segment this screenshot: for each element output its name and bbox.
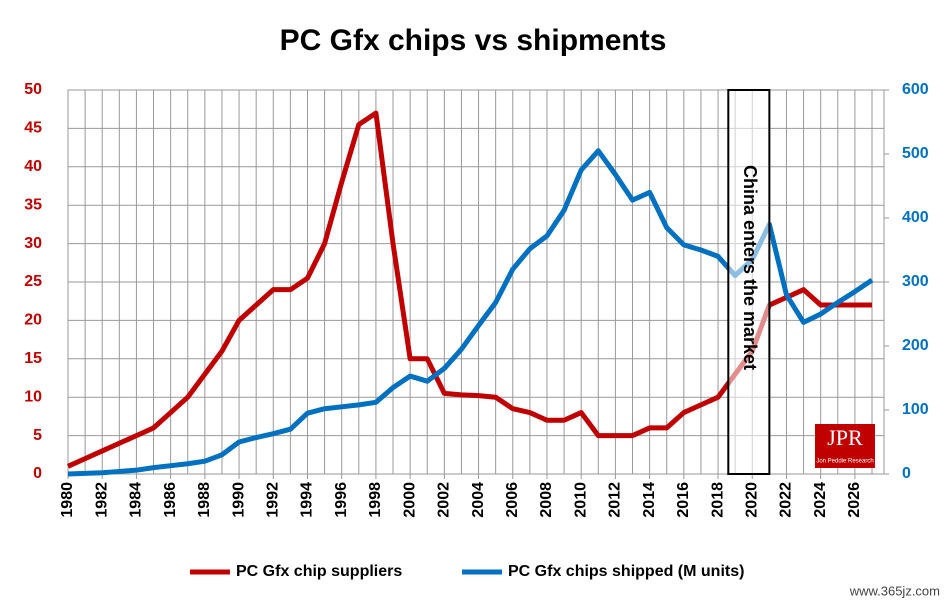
x-tick-label: 1996: [333, 482, 350, 518]
x-tick-label: 2022: [778, 482, 795, 518]
x-tick-label: 1980: [59, 482, 76, 518]
x-tick-label: 2008: [538, 482, 555, 518]
y-tick-label: 30: [24, 235, 42, 252]
y-tick-label: 5: [33, 427, 42, 444]
y2-tick-label: 400: [902, 209, 929, 226]
x-tick-label: 1984: [128, 482, 145, 518]
logo-box: [815, 424, 875, 468]
y-tick-label: 40: [24, 158, 42, 175]
x-tick-label: 1988: [196, 482, 213, 518]
x-tick-label: 1986: [162, 482, 179, 518]
x-tick-label: 2024: [812, 482, 829, 518]
x-tick-label: 2002: [436, 482, 453, 518]
x-tick-label: 1998: [367, 482, 384, 518]
y2-tick-label: 600: [902, 81, 929, 98]
x-tick-label: 1994: [299, 482, 316, 518]
logo-caption: Jon Peddie Research: [816, 459, 873, 465]
x-tick-label: 2010: [572, 482, 589, 518]
x-tick-label: 2018: [709, 482, 726, 518]
x-tick-label: 1982: [93, 482, 110, 518]
x-tick-label: 2006: [504, 482, 521, 518]
y-tick-label: 25: [24, 273, 42, 290]
x-tick-label: 2014: [641, 482, 658, 518]
x-tick-label: 2004: [470, 482, 487, 518]
y2-tick-label: 300: [902, 273, 929, 290]
annotation: China enters the market: [740, 165, 760, 370]
watermark: www.365jz.com: [849, 583, 940, 598]
y-tick-label: 0: [33, 465, 42, 482]
y-tick-label: 35: [24, 196, 42, 213]
x-tick-label: 1992: [264, 482, 281, 518]
y2-tick-label: 0: [902, 465, 911, 482]
x-tick-label: 2000: [401, 482, 418, 518]
y-tick-label: 10: [24, 388, 42, 405]
legend-label: PC Gfx chips shipped (M units): [508, 563, 744, 580]
x-tick-label: 2012: [607, 482, 624, 518]
x-tick-label: 1990: [230, 482, 247, 518]
legend-label: PC Gfx chip suppliers: [236, 563, 402, 580]
x-tick-label: 2026: [846, 482, 863, 518]
x-tick-label: 2020: [743, 482, 760, 518]
y2-tick-label: 100: [902, 401, 929, 418]
y-tick-label: 45: [24, 120, 42, 137]
y-tick-label: 15: [24, 350, 42, 367]
highlight-box: [727, 89, 771, 475]
chart-title: PC Gfx chips vs shipments: [280, 24, 667, 57]
x-tick-label: 2016: [675, 482, 692, 518]
y2-tick-label: 500: [902, 145, 929, 162]
logo-mark: JPR: [827, 425, 863, 450]
y2-tick-label: 200: [902, 337, 929, 354]
y-tick-label: 50: [24, 81, 42, 98]
y-tick-label: 20: [24, 312, 42, 329]
